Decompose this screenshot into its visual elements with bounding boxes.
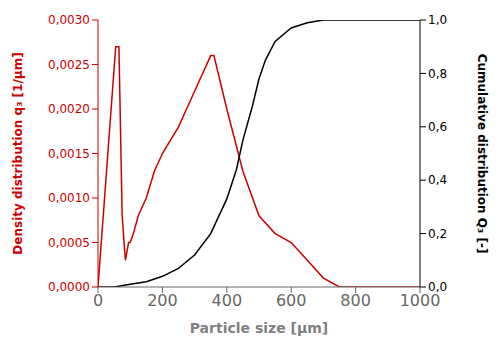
svg-text:0,0005: 0,0005 bbox=[48, 236, 90, 250]
svg-text:0,0025: 0,0025 bbox=[48, 58, 90, 72]
svg-text:0,8: 0,8 bbox=[428, 67, 447, 81]
svg-text:0,0000: 0,0000 bbox=[48, 280, 90, 294]
svg-text:200: 200 bbox=[147, 291, 178, 310]
svg-text:800: 800 bbox=[340, 291, 371, 310]
svg-text:0,4: 0,4 bbox=[428, 173, 447, 187]
svg-text:0,2: 0,2 bbox=[428, 227, 447, 241]
svg-text:0: 0 bbox=[93, 291, 103, 310]
svg-text:0,0020: 0,0020 bbox=[48, 102, 90, 116]
svg-text:Density distribution q₃ [1/μm]: Density distribution q₃ [1/μm] bbox=[11, 52, 25, 254]
svg-text:1,0: 1,0 bbox=[428, 13, 447, 27]
svg-text:0,6: 0,6 bbox=[428, 120, 447, 134]
svg-text:0,0015: 0,0015 bbox=[48, 147, 90, 161]
svg-text:Particle size [μm]: Particle size [μm] bbox=[190, 320, 329, 336]
svg-text:Cumulative distribution Q₃ [-]: Cumulative distribution Q₃ [-] bbox=[475, 54, 489, 254]
svg-text:0,0: 0,0 bbox=[428, 280, 447, 294]
svg-text:0,0030: 0,0030 bbox=[48, 13, 90, 27]
svg-text:1000: 1000 bbox=[399, 291, 441, 311]
svg-text:0,0010: 0,0010 bbox=[48, 191, 90, 205]
svg-text:400: 400 bbox=[212, 291, 243, 310]
svg-text:600: 600 bbox=[276, 291, 307, 310]
